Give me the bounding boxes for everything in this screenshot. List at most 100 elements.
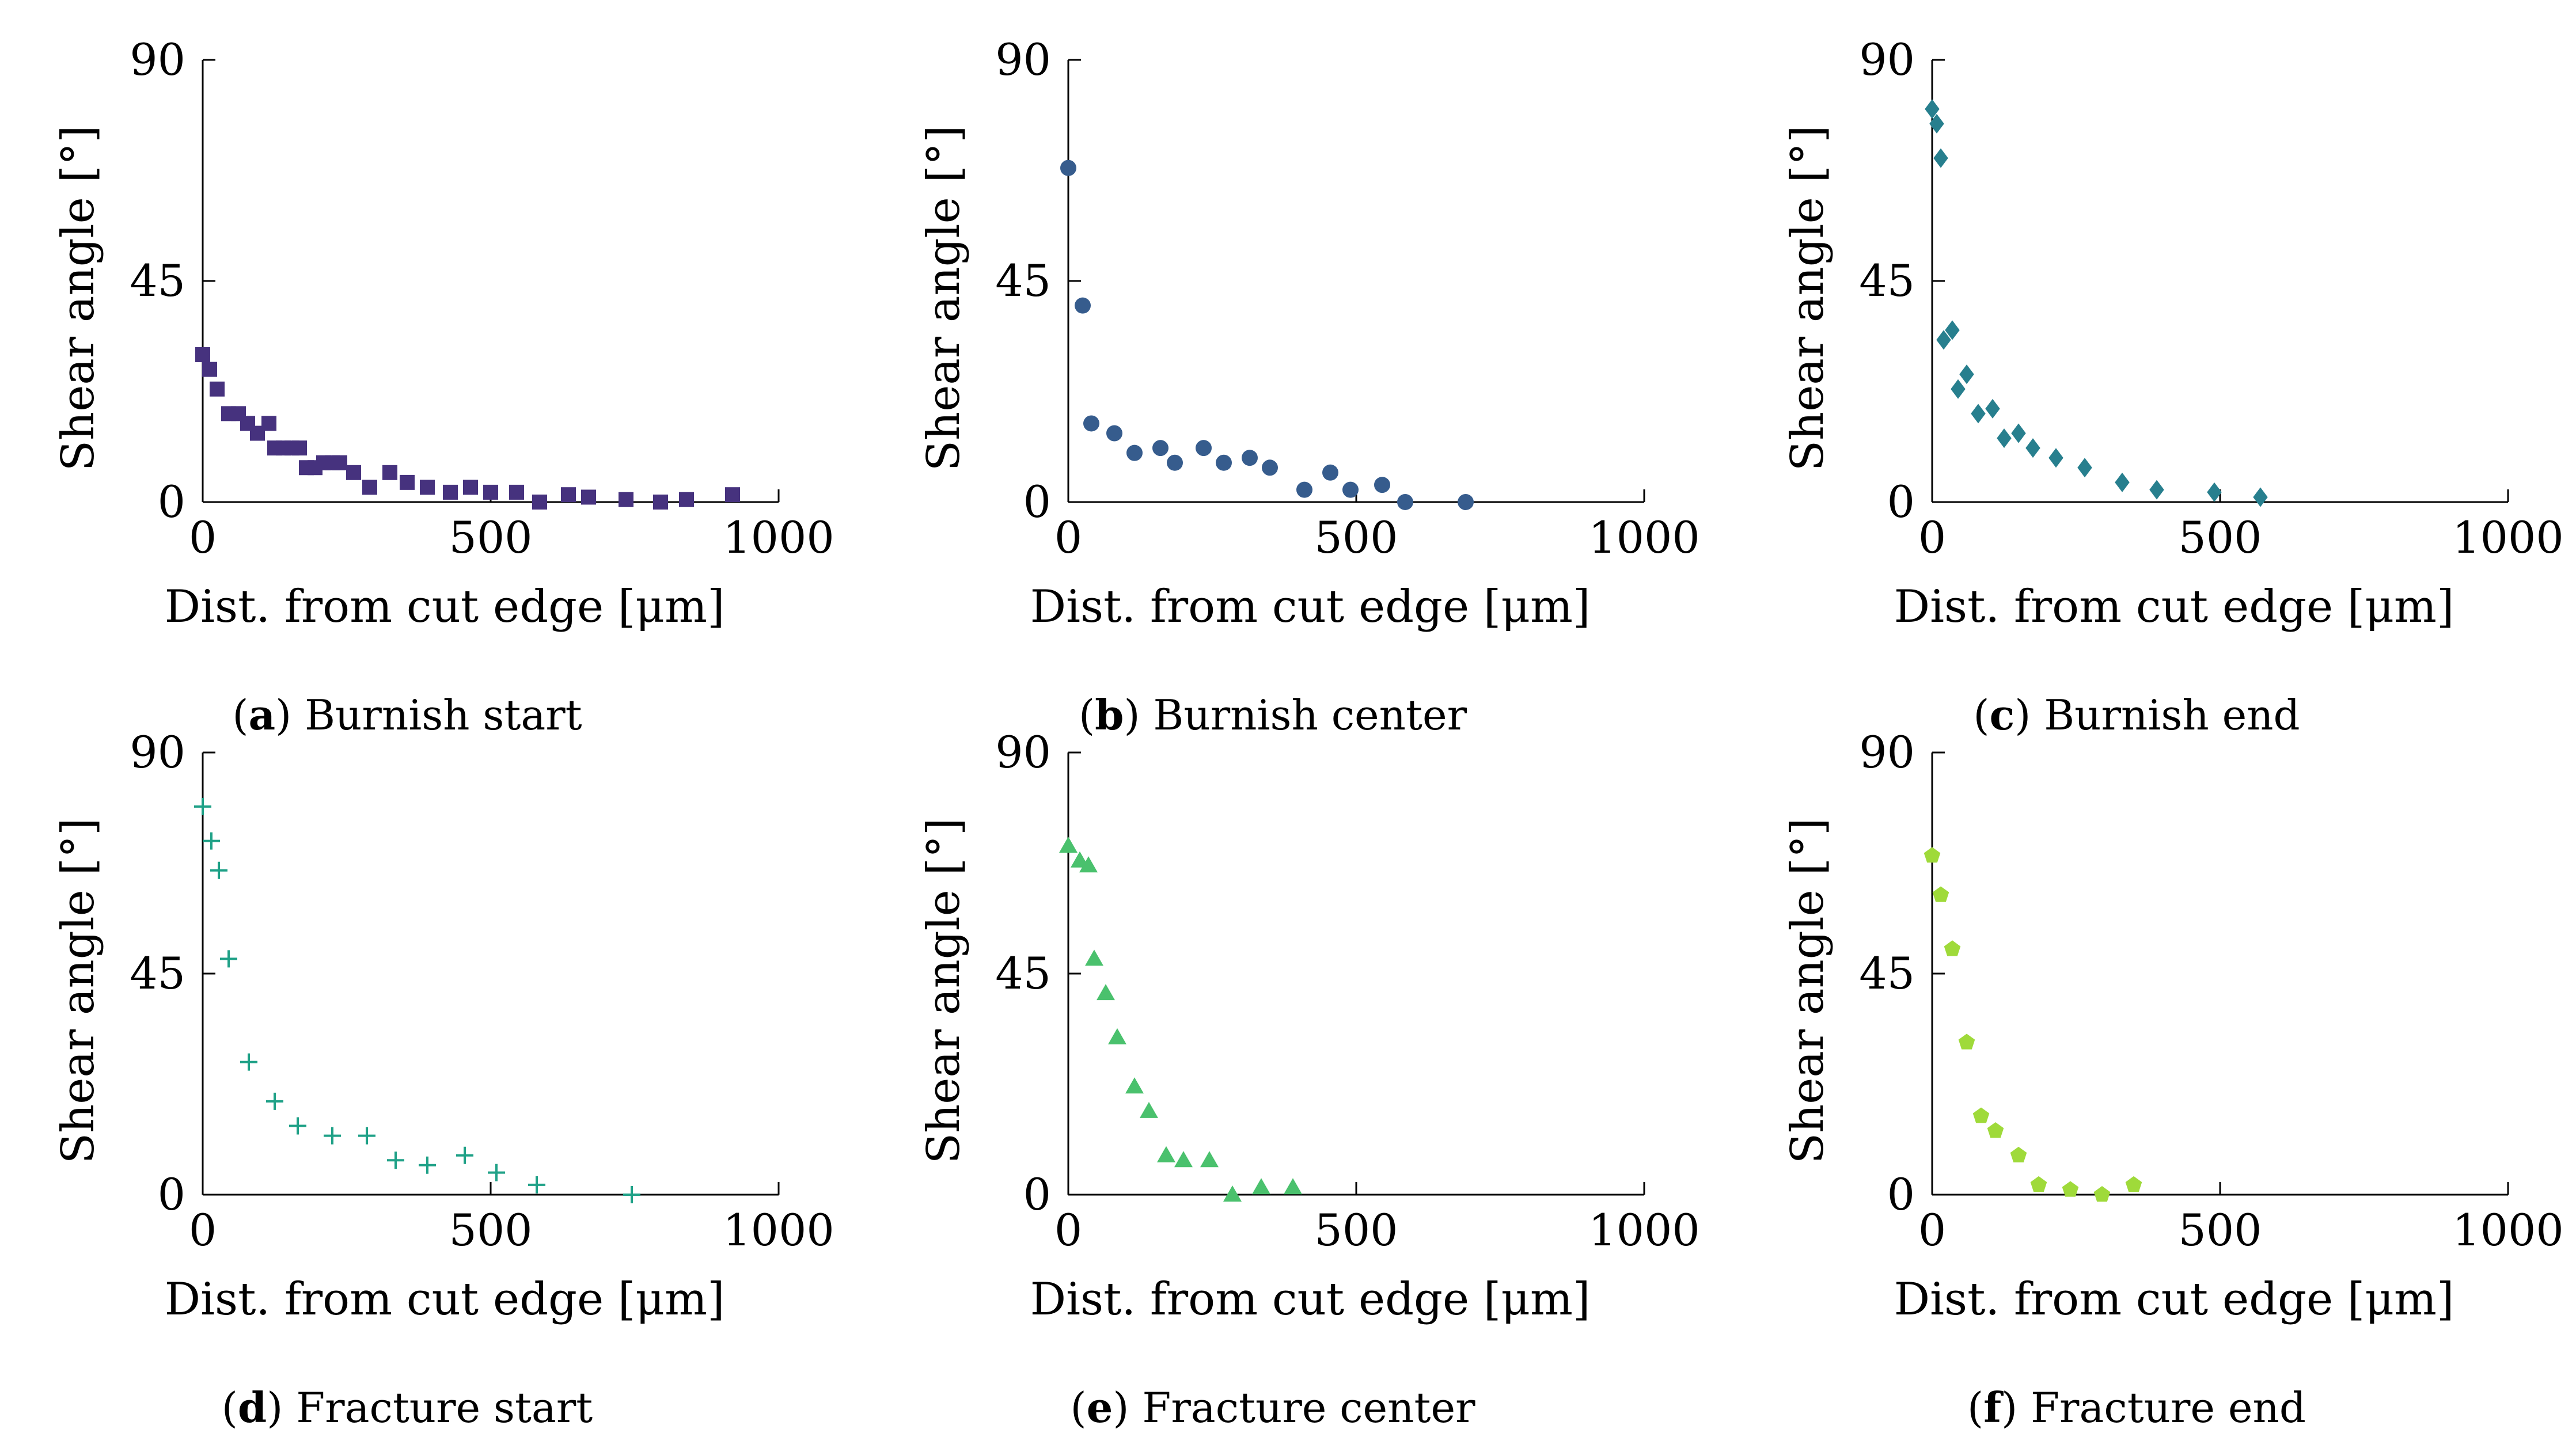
panel-caption: (d) Fracture start [222,1383,593,1432]
data-point [358,1127,375,1145]
y-axis-label: Shear angle [°] [1782,126,1834,472]
y-axis-label: Shear angle [°] [52,818,104,1164]
data-point [2048,448,2063,468]
data-point [210,861,227,879]
x-tick-label: 0 [1054,1204,1082,1256]
data-point [679,492,694,507]
data-point [1125,1077,1144,1094]
data-point [1987,1122,2004,1138]
data-point [292,440,307,456]
y-tick-label: 45 [1859,948,1915,999]
y-tick-label: 0 [1887,476,1915,527]
x-tick-label: 0 [1054,512,1082,563]
data-point [1933,148,1948,168]
data-point [1097,984,1115,1001]
caption-paren: ) [275,691,305,739]
data-point [2025,438,2040,458]
caption-letter: b [1095,690,1124,739]
x-tick-label: 0 [189,512,217,563]
x-tick-label: 500 [449,1204,532,1256]
data-point [1997,428,2012,449]
data-point [194,797,211,815]
x-axis-label: Dist. from cut edge [μm] [1894,1274,2454,1325]
data-point [1924,847,1941,863]
chart-panel-c: 0 500 1000 0 45 90 Dist. from cut edge [μm] She… [1782,34,2564,739]
data-point [1958,1033,1975,1050]
data-point [1216,454,1232,471]
panel-caption: (b) Burnish center [1079,690,1467,739]
data-point [1262,459,1278,476]
data-point [1932,886,1949,902]
caption-letter: a [248,690,275,739]
data-point [289,1117,306,1135]
x-tick-label: 1000 [723,1204,834,1256]
data-point [2093,1186,2111,1202]
caption-paren: ( [1967,1384,1983,1432]
x-tick-label: 0 [1918,512,1946,563]
data-point [1397,494,1413,510]
y-axis-label: Shear angle [°] [918,126,970,472]
y-tick-label: 45 [1859,255,1915,306]
data-point [362,480,377,495]
x-tick-label: 1000 [1588,1204,1699,1256]
caption-text: Burnish center [1153,691,1467,739]
panel-caption: (e) Fracture center [1071,1383,1476,1432]
data-point [2125,1176,2142,1192]
data-point [210,381,225,397]
data-point [1342,481,1359,498]
x-tick-label: 1000 [1588,512,1699,563]
data-point [332,455,347,470]
data-point [623,1186,640,1203]
data-point [653,495,668,510]
data-point [1985,398,2000,419]
x-tick-label: 0 [1918,1204,1946,1256]
panel-caption: (a) Burnish start [232,690,582,739]
data-point [387,1151,404,1169]
data-point [443,484,458,500]
data-point [483,484,498,500]
x-axis-label: Dist. from cut edge [μm] [1030,581,1591,633]
x-axis-label: Dist. from cut edge [μm] [1894,581,2454,633]
data-point [382,465,397,480]
caption-paren: ( [232,691,248,739]
x-tick-label: 500 [2178,1204,2262,1256]
caption-letter: f [1983,1383,2004,1432]
caption-text: Fracture start [296,1384,593,1432]
caption-paren: ) [2001,1384,2031,1432]
data-point [1284,1178,1302,1195]
caption-text: Burnish start [305,691,582,739]
data-point [1167,454,1183,471]
data-point [1223,1185,1242,1202]
x-axis-label: Dist. from cut edge [μm] [165,581,725,633]
data-point [2010,1146,2027,1162]
y-axis-label: Shear angle [°] [918,818,970,1164]
data-series [195,347,740,510]
y-tick-label: 0 [158,476,185,527]
data-point [346,465,361,480]
caption-paren: ) [2014,691,2044,739]
data-point [420,480,435,495]
data-point [1079,856,1098,873]
data-point [532,495,547,510]
y-tick-label: 90 [1859,34,1915,85]
data-point [1972,1107,1990,1123]
caption-paren: ( [1973,691,1989,739]
data-point [1075,297,1091,314]
data-series [194,797,640,1203]
data-point [220,950,237,968]
data-point [2030,1176,2047,1192]
data-point [1252,1178,1270,1195]
data-point [1971,404,1986,424]
x-tick-label: 1000 [2452,1204,2563,1256]
data-point [1085,949,1103,966]
data-point [1959,364,1974,385]
data-point [488,1164,505,1181]
data-point [2115,472,2130,492]
caption-letter: d [238,1383,267,1432]
data-point [1296,481,1312,498]
data-point [2253,487,2268,507]
y-tick-label: 90 [995,727,1051,778]
data-point [266,1092,283,1110]
data-point [1200,1151,1219,1168]
